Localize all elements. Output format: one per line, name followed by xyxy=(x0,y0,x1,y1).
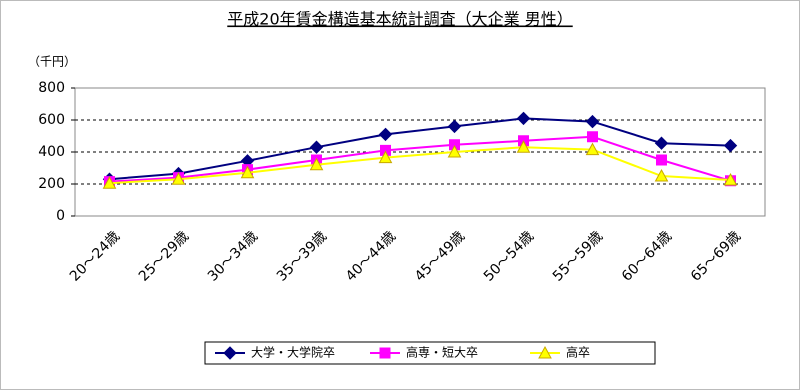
legend-label: 高専・短大卒 xyxy=(406,345,478,360)
legend-label: 高卒 xyxy=(566,345,590,360)
data-point xyxy=(587,131,598,143)
data-point xyxy=(516,111,531,126)
data-point xyxy=(723,138,738,153)
series-line xyxy=(109,117,731,181)
data-point xyxy=(585,114,600,129)
data-point xyxy=(309,140,324,154)
y-tick-label: 200 xyxy=(38,176,65,192)
chart-title: 平成20年賃金構造基本統計調査（大企業 男性） xyxy=(227,10,572,29)
data-point xyxy=(309,157,324,171)
data-point xyxy=(380,144,391,156)
data-point xyxy=(656,154,667,166)
y-tick-label: 400 xyxy=(38,144,65,160)
data-point xyxy=(240,165,255,179)
data-point xyxy=(654,168,669,182)
data-point xyxy=(723,172,738,186)
legend-swatch-marker xyxy=(538,345,552,359)
data-point xyxy=(585,142,600,156)
y-axis-label: （千円） xyxy=(28,55,76,69)
data-point xyxy=(447,119,462,134)
legend-swatch-marker xyxy=(223,346,237,360)
data-point xyxy=(171,172,186,185)
series-line xyxy=(109,146,731,185)
legend-swatch-marker xyxy=(379,347,391,359)
data-point xyxy=(378,127,393,142)
data-point xyxy=(378,150,393,164)
data-point xyxy=(447,144,462,158)
y-tick-label: 800 xyxy=(38,80,65,96)
data-point xyxy=(102,176,117,189)
y-tick-label: 0 xyxy=(56,208,65,224)
data-point xyxy=(516,140,531,153)
y-tick-label: 600 xyxy=(38,112,65,128)
data-point xyxy=(449,139,460,151)
series-line xyxy=(109,135,731,183)
legend-label: 大学・大学院卒 xyxy=(251,345,335,360)
data-point xyxy=(654,136,669,150)
